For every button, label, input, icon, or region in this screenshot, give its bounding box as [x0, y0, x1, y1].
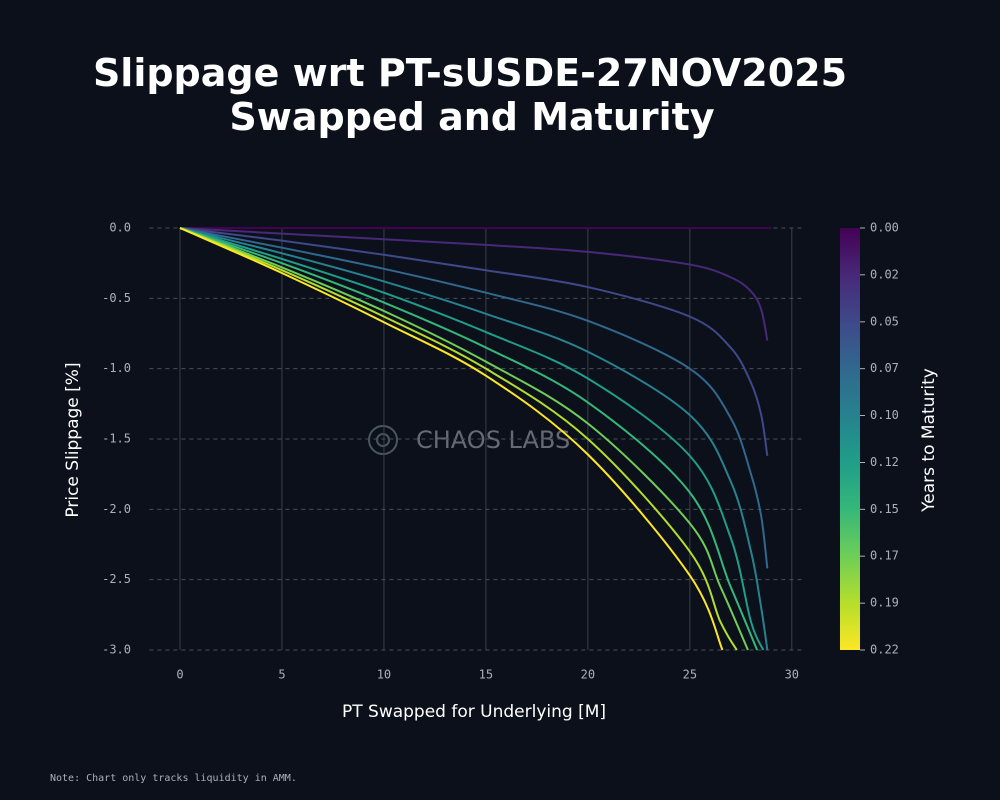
y-tick-label: -3.0	[102, 643, 131, 657]
series-line	[179, 227, 769, 651]
y-tick-label: 0.0	[109, 221, 131, 235]
colorbar-tick-label: 0.19	[870, 596, 899, 610]
x-tick-label: 25	[683, 668, 697, 682]
x-axis-label: PT Swapped for Underlying [M]	[342, 702, 606, 722]
note: Note: Chart only tracks liquidity in AMM…	[50, 773, 297, 784]
y-tick-label: -1.0	[102, 361, 131, 375]
y-tick-label: -1.5	[102, 432, 131, 446]
series-line	[179, 227, 724, 651]
chart-title: Slippage wrt PT-sUSDE-27NOV2025	[93, 51, 847, 95]
x-tick-label: 15	[479, 668, 493, 682]
x-tick-label: 10	[377, 668, 391, 682]
colorbar-tick-label: 0.00	[870, 221, 899, 235]
colorbar-tick-label: 0.10	[870, 408, 899, 422]
x-tick-label: 30	[785, 668, 799, 682]
colorbar-tick-label: 0.15	[870, 502, 899, 516]
colorbar-label: Years to Maturity	[919, 368, 939, 513]
x-tick-label: 5	[278, 668, 285, 682]
colorbar-tick-label: 0.12	[870, 455, 899, 469]
colorbar-tick-label: 0.07	[870, 361, 899, 375]
series-line	[179, 227, 769, 457]
series-line	[179, 227, 738, 651]
series-line	[179, 227, 769, 341]
series-line	[179, 227, 765, 651]
x-tick-label: 0	[176, 668, 183, 682]
series-line	[179, 227, 759, 651]
x-tick-label: 20	[581, 668, 595, 682]
y-tick-label: -2.0	[102, 502, 131, 516]
colorbar-tick-label: 0.22	[870, 643, 899, 657]
colorbar-tick-label: 0.17	[870, 549, 899, 563]
y-tick-label: -2.5	[102, 572, 131, 586]
chart-title: Swapped and Maturity	[229, 95, 714, 139]
colorbar	[840, 228, 860, 650]
watermark: CHAOS LABS	[416, 426, 570, 454]
series-line	[179, 227, 769, 569]
colorbar-tick-label: 0.05	[870, 314, 899, 328]
watermark-logo	[368, 425, 398, 455]
colorbar-tick-label: 0.02	[870, 267, 899, 281]
series-line	[179, 227, 749, 651]
y-axis-label: Price Slippage [%]	[63, 362, 83, 517]
y-tick-label: -0.5	[102, 291, 131, 305]
